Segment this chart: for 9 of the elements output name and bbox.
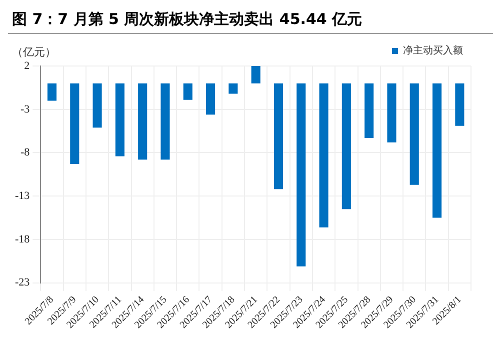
- y-tick-label: -3: [20, 103, 30, 116]
- y-tick-label: -13: [14, 190, 30, 202]
- legend-label: 净主动买入额: [403, 44, 463, 57]
- y-tick-label: 2: [24, 60, 30, 72]
- chart-title: 图 7：7 月第 5 周次新板块净主动卖出 45.44 亿元: [8, 8, 493, 34]
- y-tick-label: -18: [14, 233, 30, 246]
- y-tick-label: -8: [20, 146, 30, 159]
- y-axis-title: （亿元）: [12, 45, 56, 58]
- y-tick-label: -23: [14, 276, 30, 289]
